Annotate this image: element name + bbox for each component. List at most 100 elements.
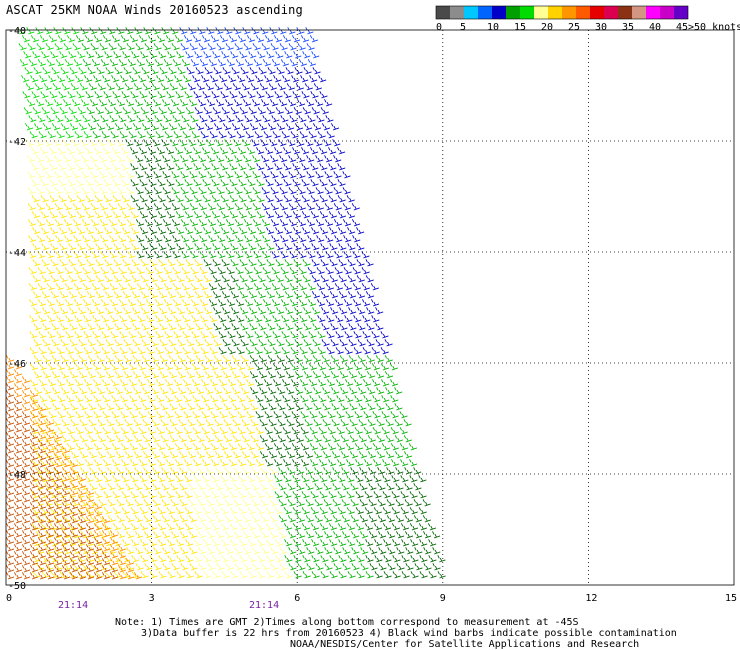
- wind-barb: [300, 379, 309, 387]
- wind-barb: [175, 195, 184, 203]
- wind-barb: [318, 443, 328, 451]
- wind-barb: [69, 551, 79, 559]
- wind-barb: [33, 371, 43, 379]
- wind-barb: [299, 331, 308, 339]
- wind-barb: [332, 139, 341, 147]
- wind-barb: [276, 323, 285, 331]
- wind-barb: [37, 523, 47, 531]
- wind-barb: [229, 523, 239, 531]
- wind-barb: [204, 323, 213, 331]
- wind-barb: [71, 451, 80, 459]
- wind-barb: [53, 544, 63, 552]
- wind-barb: [329, 259, 338, 267]
- wind-barb: [276, 123, 286, 131]
- wind-barb: [301, 91, 310, 99]
- wind-barb: [254, 331, 263, 339]
- wind-barb: [340, 403, 349, 411]
- wind-barb: [256, 459, 265, 467]
- wind-barb: [274, 459, 283, 467]
- wind-barb: [293, 259, 302, 267]
- wind-barb: [177, 123, 187, 131]
- wind-barb: [37, 488, 47, 496]
- wind-barb: [261, 155, 270, 163]
- wind-barb: [217, 115, 226, 123]
- wind-barb: [328, 147, 337, 155]
- wind-barb: [21, 376, 31, 384]
- wind-barb: [146, 131, 155, 139]
- wind-barb: [347, 571, 356, 579]
- wind-barb: [26, 139, 35, 147]
- wind-barb: [77, 51, 86, 59]
- wind-barb: [394, 435, 403, 443]
- wind-barb: [324, 563, 333, 571]
- wind-barb: [224, 515, 233, 523]
- wind-barb: [21, 439, 31, 447]
- latitude-label: -50: [8, 581, 26, 592]
- wind-barb: [155, 363, 165, 371]
- wind-barb: [254, 363, 264, 371]
- wind-barb: [59, 107, 68, 115]
- wind-barb: [124, 387, 133, 395]
- wind-barb: [85, 147, 94, 155]
- wind-barb: [321, 323, 330, 331]
- wind-barb: [151, 403, 160, 411]
- wind-barb: [215, 499, 224, 507]
- wind-barb: [172, 251, 181, 259]
- wind-barb: [327, 411, 336, 419]
- wind-barb: [149, 51, 158, 59]
- wind-barb: [339, 323, 348, 331]
- wind-barb: [364, 507, 373, 515]
- wind-barb: [72, 155, 81, 163]
- wind-barb: [201, 443, 211, 451]
- wind-barb: [45, 155, 54, 163]
- wind-barb: [53, 509, 63, 517]
- wind-barb: [142, 435, 151, 443]
- wind-barb: [432, 563, 441, 571]
- wind-barb: [324, 547, 333, 555]
- wind-barb: [41, 275, 50, 283]
- wind-barb: [112, 163, 121, 171]
- wind-barb: [207, 99, 216, 107]
- wind-barb: [168, 371, 178, 379]
- wind-barb: [72, 219, 82, 227]
- wind-barb: [275, 539, 284, 547]
- wind-barb: [100, 267, 109, 275]
- wind-barb: [242, 515, 251, 523]
- wind-barb: [34, 83, 43, 91]
- wind-barb: [168, 123, 178, 131]
- wind-barb: [37, 572, 47, 580]
- wind-barb: [408, 443, 418, 451]
- wind-barb: [244, 283, 253, 291]
- wind-barb: [310, 195, 319, 203]
- wind-barb: [45, 481, 55, 489]
- wind-barb: [182, 315, 191, 323]
- wind-barb: [21, 460, 31, 468]
- wind-barb: [294, 371, 304, 379]
- wind-barb: [357, 323, 366, 331]
- wind-barb: [252, 155, 261, 163]
- wind-barb: [126, 99, 135, 107]
- wind-barb: [93, 558, 103, 566]
- wind-barb: [145, 283, 154, 291]
- wind-barb: [60, 355, 69, 363]
- wind-barb: [284, 275, 293, 283]
- wind-barb: [185, 51, 194, 59]
- wind-barb: [149, 571, 158, 579]
- wind-barb: [86, 107, 95, 115]
- wind-barb: [328, 507, 337, 515]
- wind-barb: [249, 123, 259, 131]
- wind-barb: [167, 291, 177, 299]
- wind-barb: [266, 555, 275, 563]
- wind-barb: [104, 227, 113, 235]
- legend-tick-label: 15: [514, 22, 526, 33]
- wind-barb: [418, 475, 427, 483]
- wind-barb: [382, 459, 391, 467]
- wind-barb: [375, 307, 384, 315]
- wind-barb: [113, 243, 122, 251]
- wind-barb: [389, 363, 399, 371]
- wind-barb: [314, 483, 323, 491]
- wind-barb: [237, 35, 247, 43]
- legend-tick-label: 45: [676, 22, 688, 33]
- wind-barb: [232, 403, 241, 411]
- wind-barb: [149, 227, 158, 235]
